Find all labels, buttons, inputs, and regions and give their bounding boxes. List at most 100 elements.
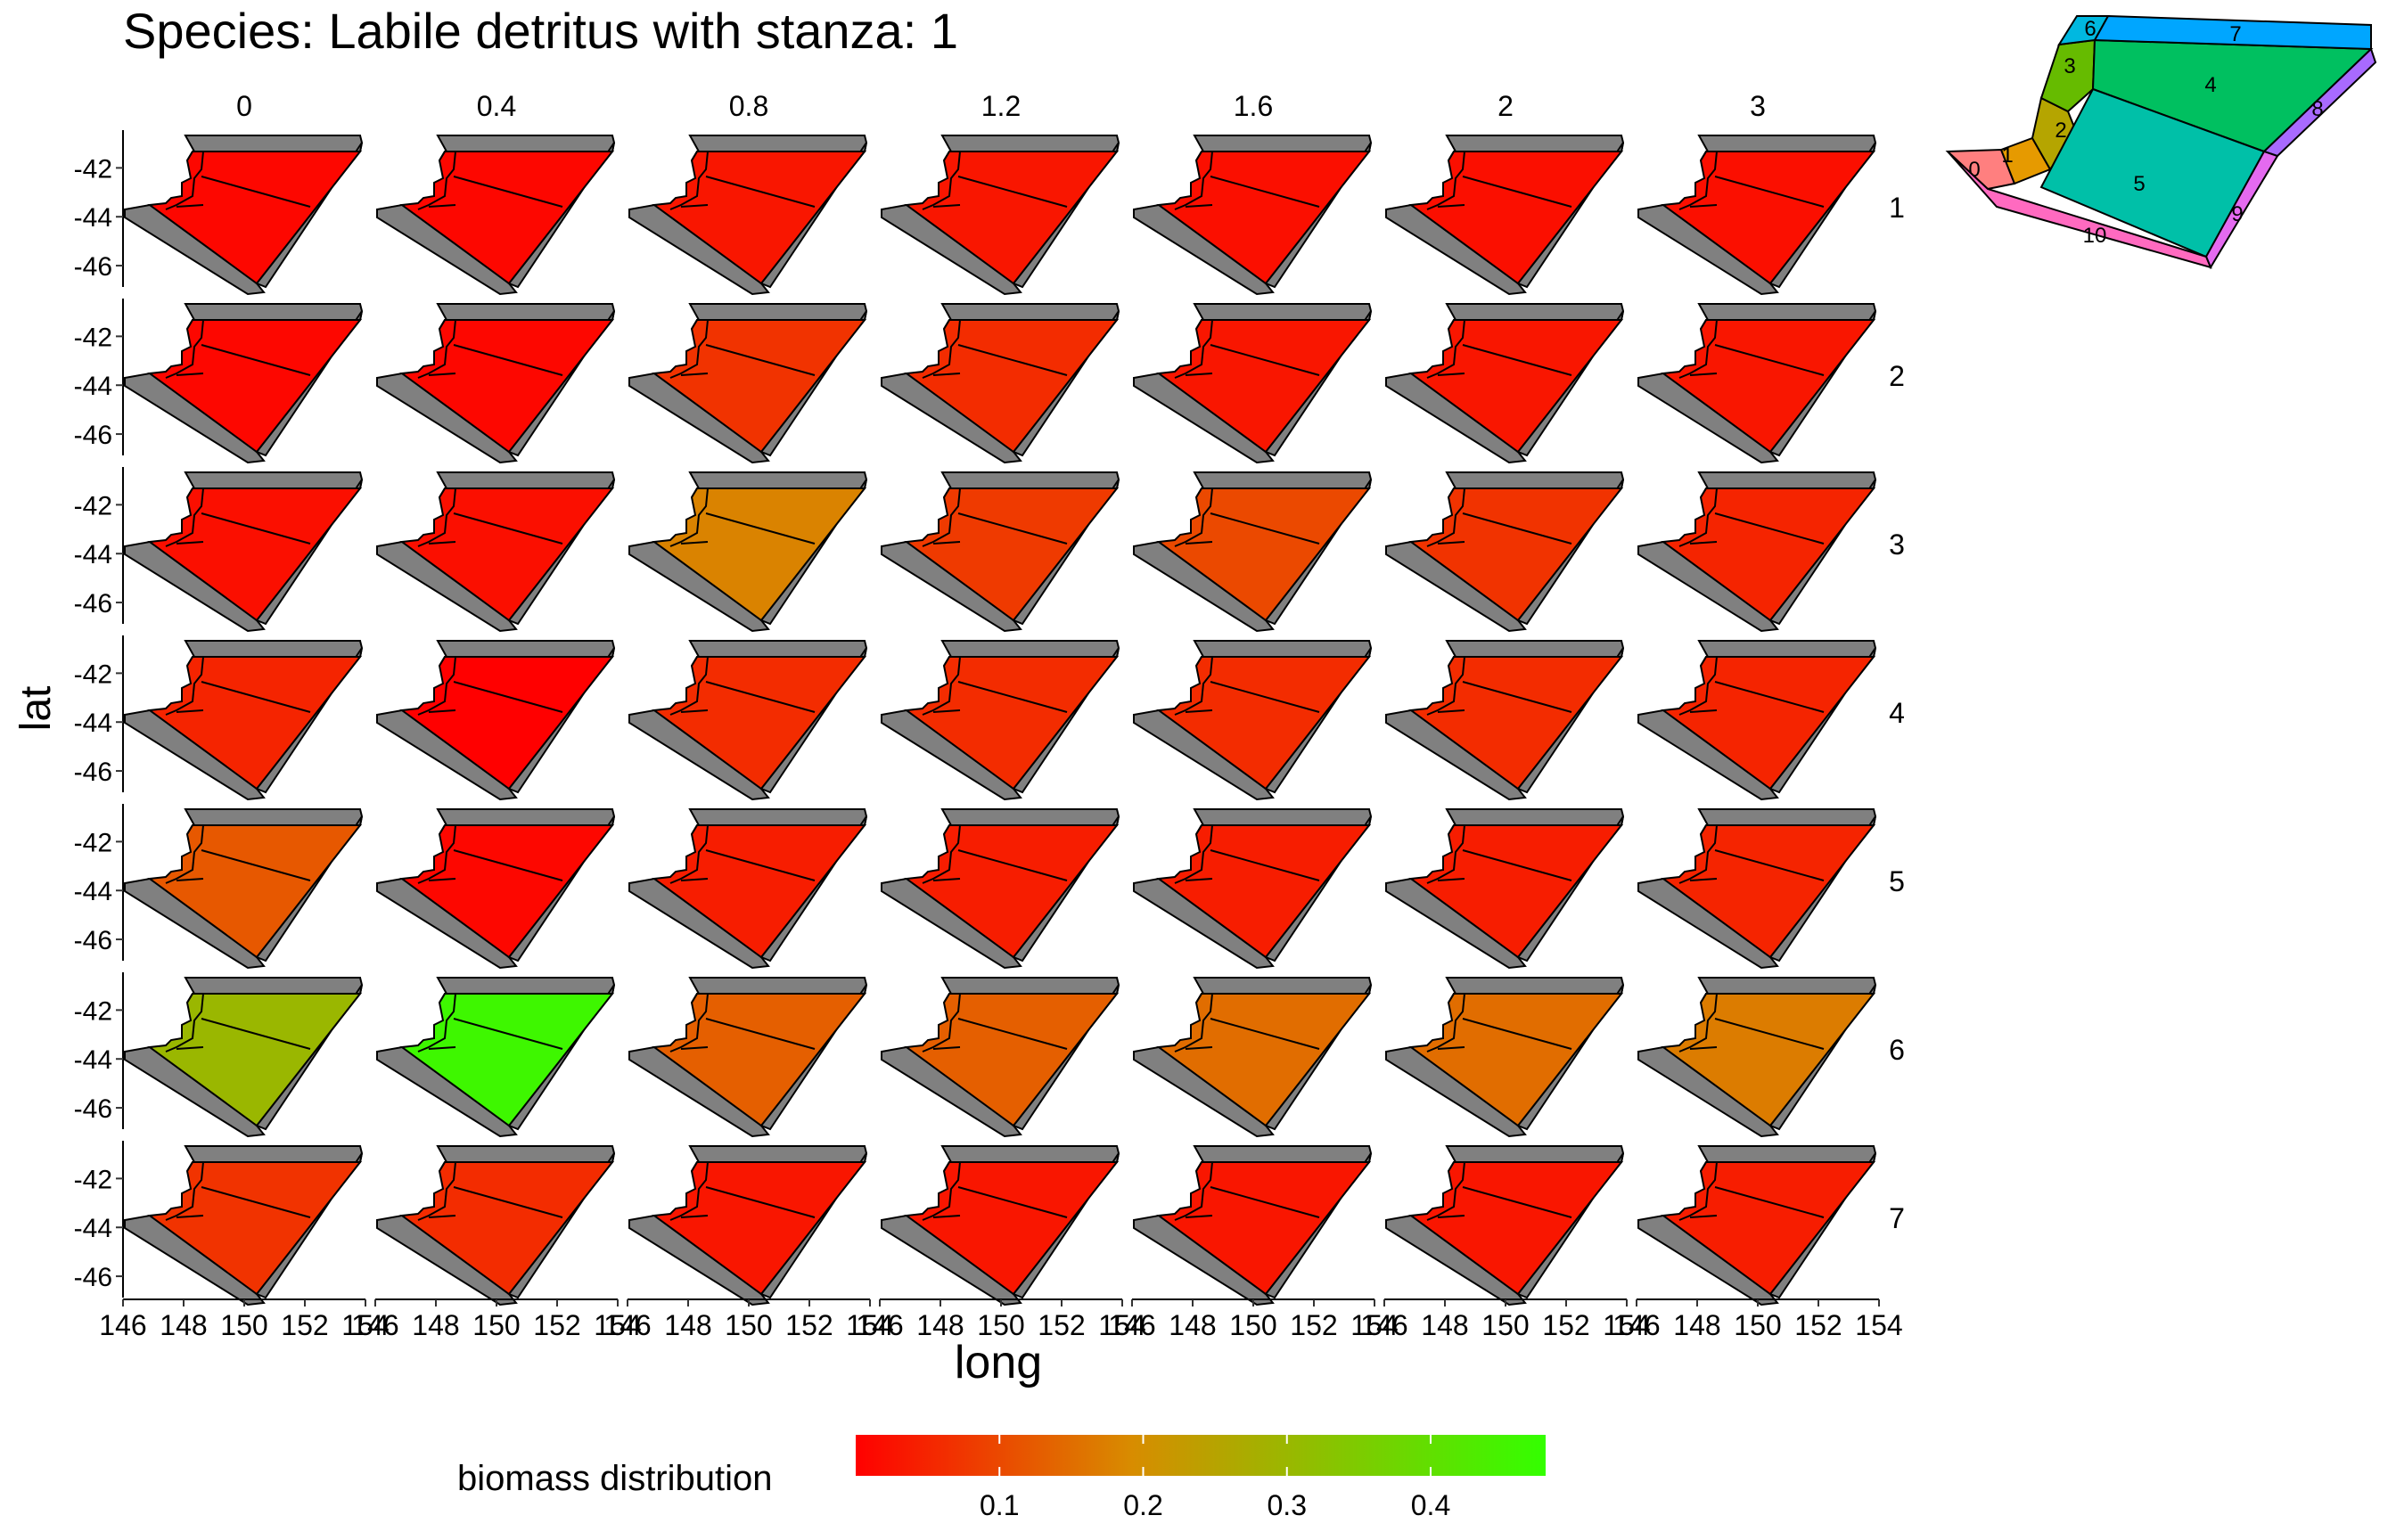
- panel-region-fill: [147, 656, 363, 790]
- boundary-box-north: [1193, 1145, 1373, 1163]
- x-tick-label: 152: [785, 1309, 833, 1341]
- panel-region-fill: [1408, 487, 1624, 622]
- boundary-box-north: [1697, 303, 1877, 321]
- panel-region-fill: [1408, 993, 1624, 1127]
- facet-panel: -42 -44 -46: [74, 972, 364, 1138]
- x-tick-label: 154: [1098, 1309, 1145, 1341]
- x-tick-label: 154: [846, 1309, 893, 1341]
- facet-panel: -42 -44 -46: [74, 804, 364, 970]
- facet-panel: [1133, 303, 1373, 464]
- x-tick-label: 148: [1169, 1309, 1216, 1341]
- y-tick-label: -44: [74, 877, 112, 906]
- panel-region-fill: [1156, 487, 1372, 622]
- x-tick-label: 150: [220, 1309, 267, 1341]
- facet-panel: [1385, 135, 1625, 296]
- boundary-box-north: [940, 640, 1120, 658]
- boundary-box-north: [940, 1145, 1120, 1163]
- x-tick-label: 154: [1350, 1309, 1398, 1341]
- facet-panel: [628, 471, 868, 633]
- panel-region-fill: [1661, 993, 1876, 1127]
- facet-panel: [881, 303, 1120, 464]
- facet-column-label: 0: [236, 90, 252, 122]
- x-tick-label: 154: [1855, 1309, 1902, 1341]
- boundary-box-north: [1193, 808, 1373, 826]
- x-tick-label: 146: [351, 1309, 398, 1341]
- boundary-box-north: [1445, 303, 1625, 321]
- boundary-box-north: [184, 135, 364, 152]
- panel-region-fill: [1408, 1161, 1624, 1296]
- panel-region-fill: [904, 824, 1120, 959]
- x-tick-label: 148: [160, 1309, 207, 1341]
- boundary-box-north: [940, 977, 1120, 995]
- y-tick-label: -44: [74, 1214, 112, 1243]
- y-tick-label: -44: [74, 1045, 112, 1075]
- facet-panel: [376, 303, 616, 464]
- facet-panel: [1637, 135, 1877, 296]
- boundary-box-north: [688, 977, 868, 995]
- x-tick-label: 146: [1108, 1309, 1155, 1341]
- facet-row-label: 1: [1889, 192, 1905, 224]
- boundary-box-north: [184, 1145, 364, 1163]
- facet-panel: [1133, 977, 1373, 1138]
- facet-panel: [1385, 640, 1625, 801]
- panel-region-fill: [399, 319, 615, 454]
- inset-box-label: 9: [2231, 202, 2243, 226]
- panel-region-fill: [1408, 319, 1624, 454]
- facet-panel: [1637, 977, 1877, 1138]
- panel-region-fill: [399, 993, 615, 1127]
- legend-tick-label: 0.3: [1268, 1489, 1307, 1521]
- x-tick-label: 152: [1542, 1309, 1589, 1341]
- boundary-box-north: [436, 135, 616, 152]
- y-tick-label: -46: [74, 252, 112, 282]
- y-tick-label: -46: [74, 1094, 112, 1124]
- boundary-box-north: [184, 808, 364, 826]
- facet-column-label: 0.8: [729, 90, 768, 122]
- facet-panel: [628, 808, 868, 970]
- boundary-box-north: [1445, 977, 1625, 995]
- inset-box-label: 8: [2311, 97, 2323, 121]
- panel-region-fill: [904, 151, 1120, 285]
- x-tick-label: 150: [1481, 1309, 1529, 1341]
- boundary-box-north: [1445, 135, 1625, 152]
- x-tick-label: 146: [603, 1309, 651, 1341]
- facet-panel: [376, 471, 616, 633]
- boundary-box-north: [1193, 303, 1373, 321]
- panel-region-fill: [652, 151, 867, 285]
- legend-tick-label: 0.2: [1123, 1489, 1162, 1521]
- boundary-box-north: [184, 640, 364, 658]
- inset-box-label: 10: [2083, 224, 2107, 248]
- panel-region-fill: [1156, 993, 1372, 1127]
- legend-title: biomass distribution: [457, 1459, 773, 1498]
- facet-row-label: 7: [1889, 1202, 1905, 1234]
- x-tick-label: 148: [664, 1309, 711, 1341]
- y-tick-label: -46: [74, 589, 112, 618]
- facet-panel: [881, 640, 1120, 801]
- boundary-box-north: [184, 471, 364, 489]
- boundary-box-north: [688, 640, 868, 658]
- facet-panel: [1133, 640, 1373, 801]
- panel-region-fill: [1156, 824, 1372, 959]
- x-tick-label: 154: [1603, 1309, 1650, 1341]
- facet-panel: [1637, 640, 1877, 801]
- facet-panel: 146 148 150 152 154: [351, 1145, 642, 1341]
- boundary-box-north: [1697, 640, 1877, 658]
- inset-box-label: 1: [2001, 143, 2013, 168]
- panel-region-fill: [652, 319, 867, 454]
- panel-region-fill: [1661, 824, 1876, 959]
- y-tick-label: -42: [74, 154, 112, 184]
- inset-box-label: 2: [2055, 119, 2066, 143]
- boundary-box-north: [1193, 135, 1373, 152]
- x-tick-label: 150: [1229, 1309, 1276, 1341]
- legend-tick-label: 0.4: [1411, 1489, 1450, 1521]
- boundary-box-north: [1193, 471, 1373, 489]
- legend-tick-label: 0.1: [980, 1489, 1019, 1521]
- panel-region-fill: [147, 487, 363, 622]
- x-tick-label: 148: [916, 1309, 964, 1341]
- y-tick-label: -44: [74, 540, 112, 569]
- boundary-box-north: [436, 1145, 616, 1163]
- boundary-box-north: [1697, 471, 1877, 489]
- facet-panel: [1385, 977, 1625, 1138]
- x-tick-label: 148: [1673, 1309, 1720, 1341]
- panel-region-fill: [1661, 656, 1876, 790]
- facet-row-label: 2: [1889, 360, 1905, 392]
